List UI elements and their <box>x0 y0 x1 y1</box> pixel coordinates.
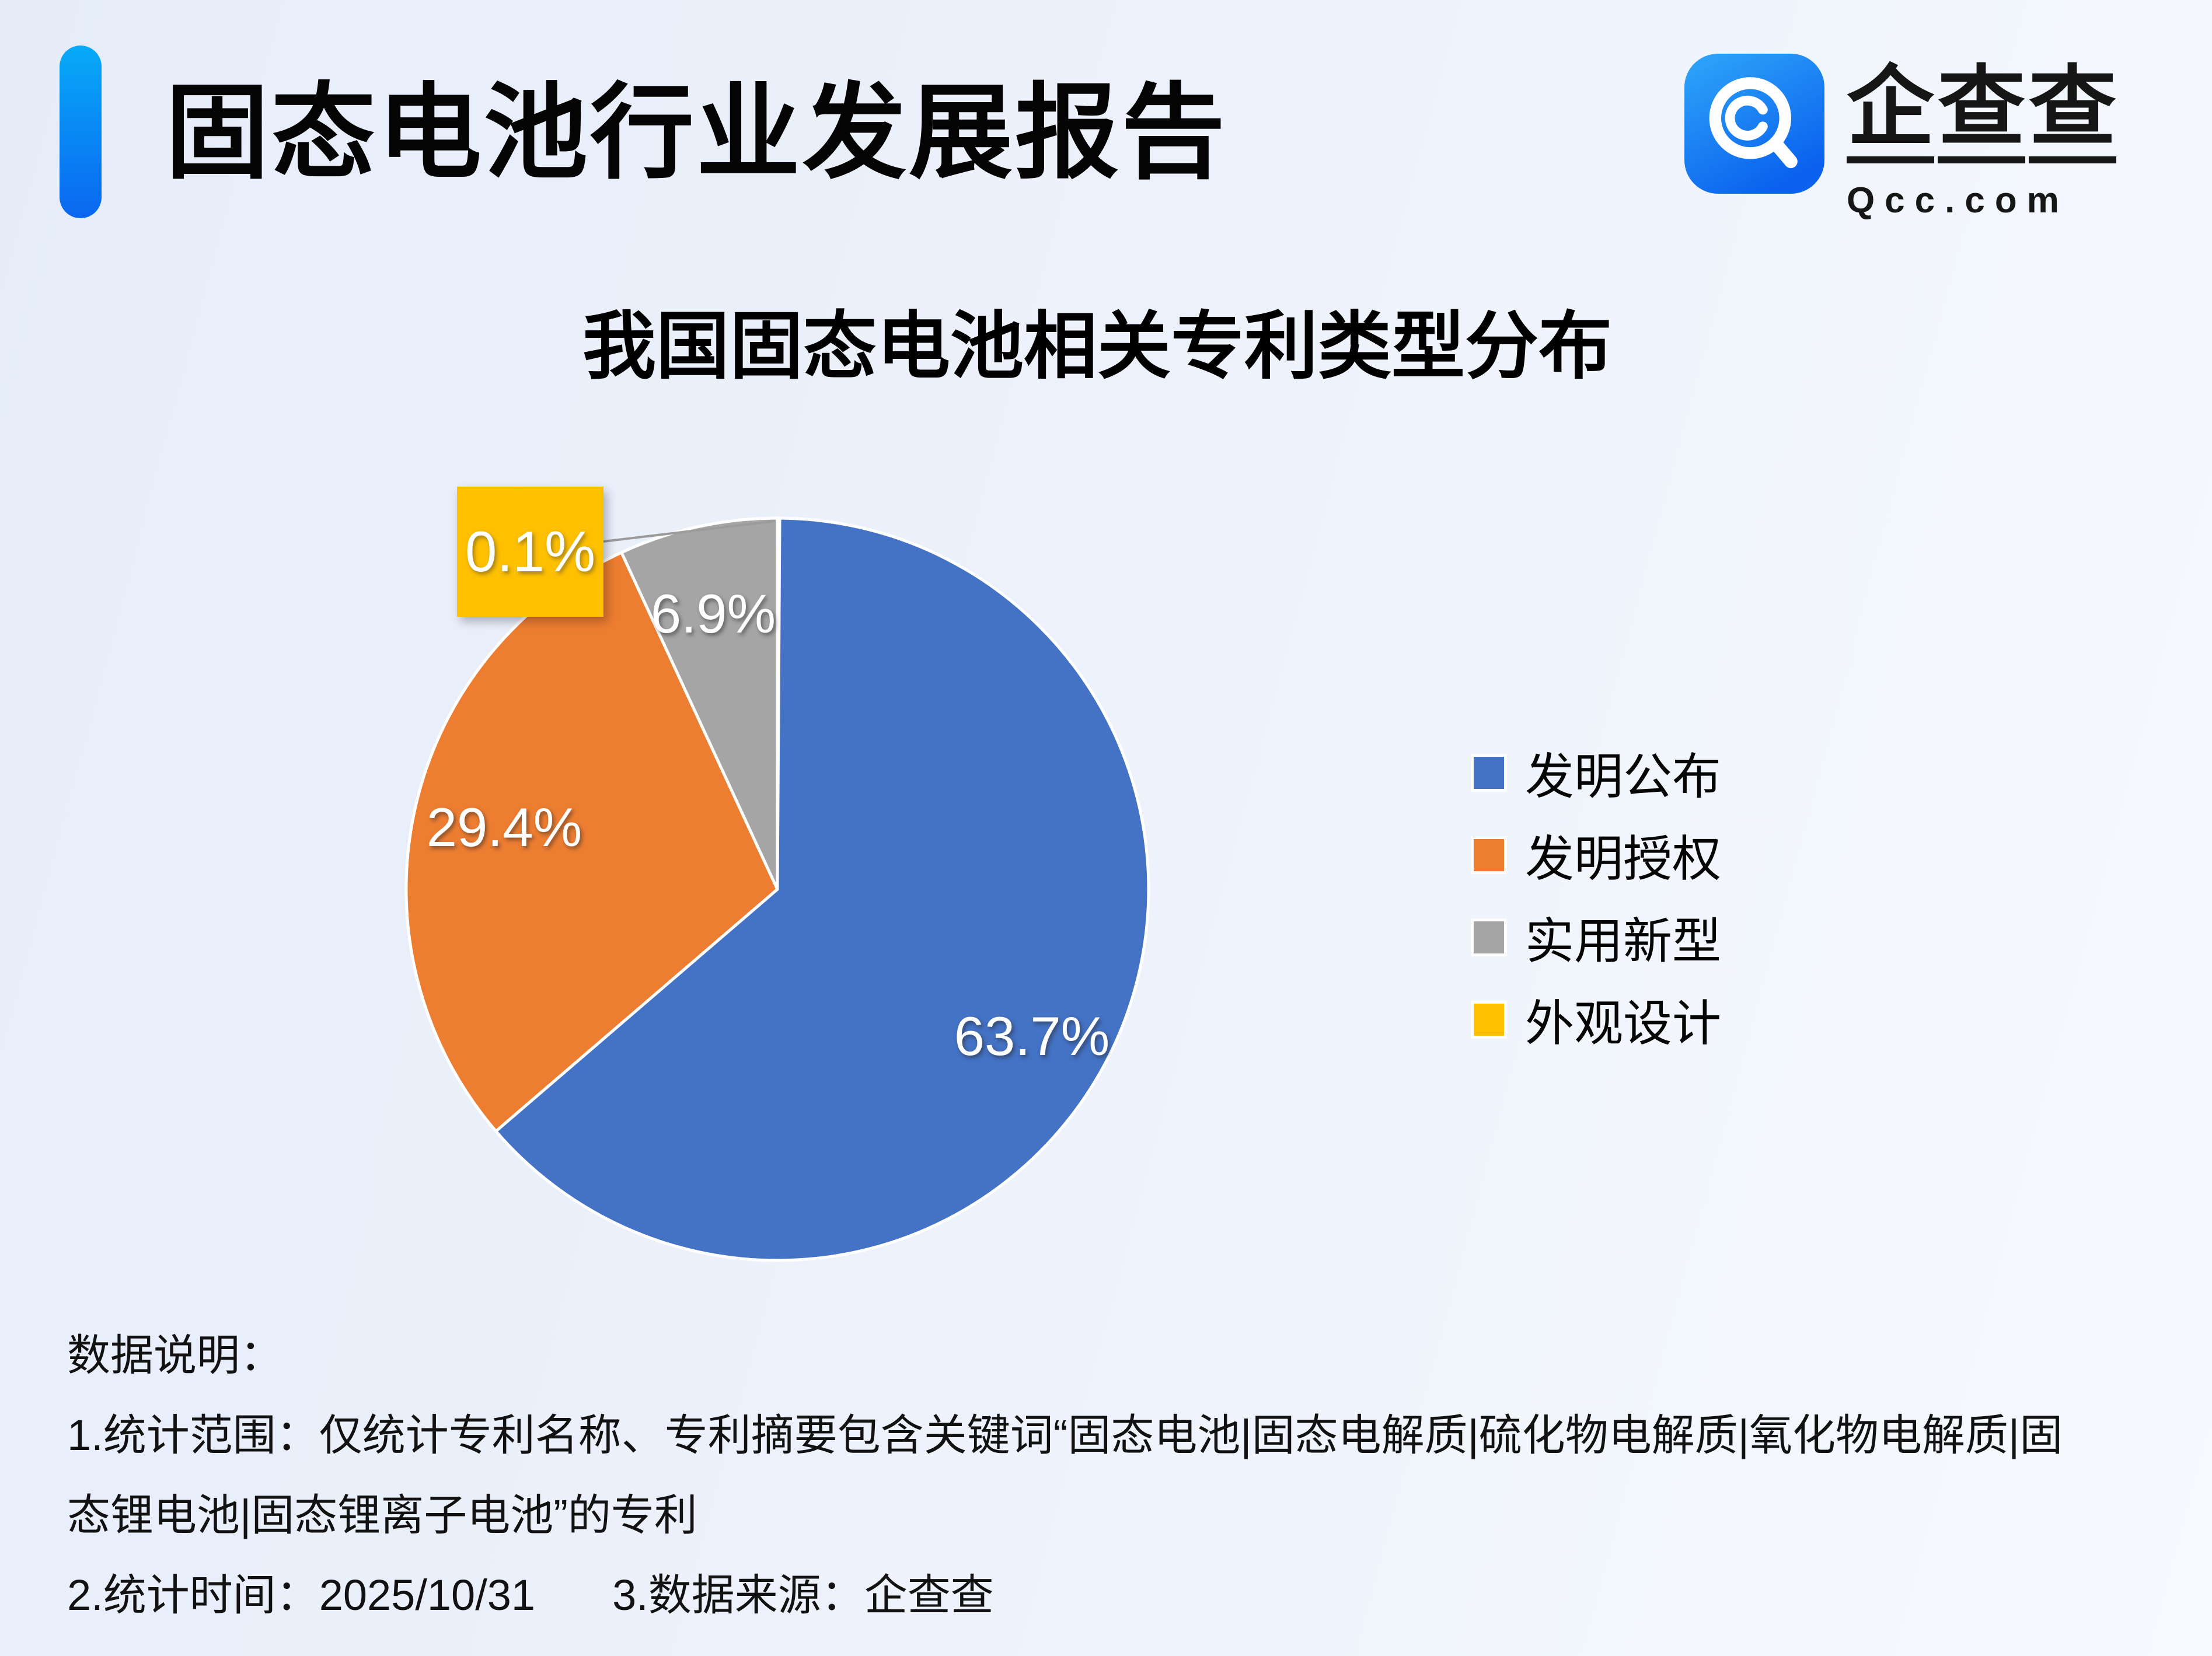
note-line-1: 1.统计范围：仅统计专利名称、专利摘要包含关键词“固态电池|固态电解质|硫化物电… <box>67 1411 2063 1459</box>
pie-slices-group <box>404 516 1150 1262</box>
legend-item: 发明授权 <box>1471 831 1721 886</box>
pie-label-shiyongxinxing: 6.9% <box>650 583 776 644</box>
legend-label: 实用新型 <box>1525 913 1722 969</box>
legend: 发明公布 发明授权 实用新型 外观设计 <box>1471 749 1721 1051</box>
note-line-2: 态锂电池|固态锂离子电池”的专利 <box>67 1491 697 1539</box>
logo-char: 查 <box>2028 63 2116 163</box>
data-notes: 数据说明： 1.统计范围：仅统计专利名称、专利摘要包含关键词“固态电池|固态电解… <box>67 1315 2063 1635</box>
legend-item: 发明公布 <box>1471 749 1721 804</box>
note-line-3: 2.统计时间：2025/10/31 3.数据来源：企查查 <box>67 1555 2063 1635</box>
legend-label: 发明授权 <box>1525 831 1722 886</box>
logo-brand-text: 企查查 <box>1846 63 2120 163</box>
pie-slice-外观设计 <box>776 516 781 891</box>
page-title: 固态电池行业发展报告 <box>165 75 1227 191</box>
note-data-source: 3.数据来源：企查查 <box>612 1571 994 1619</box>
pie-callout-waiguansheji: 0.1% <box>457 487 603 617</box>
legend-swatch <box>1471 836 1507 874</box>
pie-label-famingongbu: 63.7% <box>954 1005 1110 1067</box>
pie-label-famingshouquan: 29.4% <box>426 796 582 858</box>
legend-item: 外观设计 <box>1471 995 1721 1051</box>
chart-title: 我国固态电池相关专利类型分布 <box>582 305 1612 387</box>
pie-slice-发明公布 <box>494 516 1150 1262</box>
title-accent-bar <box>60 46 102 218</box>
logo-char: 查 <box>1937 63 2025 163</box>
logo-domain-text: Qcc.com <box>1846 180 2069 221</box>
legend-swatch <box>1471 753 1507 792</box>
callout-leader-line <box>603 520 776 543</box>
qcc-magnifier-icon <box>1684 54 1824 194</box>
legend-swatch <box>1471 918 1507 956</box>
legend-label: 外观设计 <box>1525 995 1722 1051</box>
legend-item: 实用新型 <box>1471 913 1721 969</box>
logo-text-block: 企查查 Qcc.com <box>1846 54 2120 221</box>
pie-label-waiguansheji: 0.1% <box>465 519 596 584</box>
notes-heading: 数据说明： <box>67 1331 283 1379</box>
legend-swatch <box>1471 1000 1507 1039</box>
legend-label: 发明公布 <box>1525 749 1722 804</box>
qcc-logo: 企查查 Qcc.com <box>1684 54 2120 221</box>
pie-slice-实用新型 <box>620 516 779 891</box>
logo-char: 企 <box>1846 63 1934 163</box>
note-stat-date: 2.统计时间：2025/10/31 <box>67 1571 536 1619</box>
